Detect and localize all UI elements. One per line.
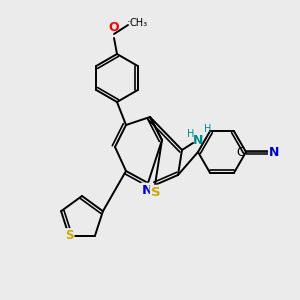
Text: H: H <box>204 124 212 134</box>
Text: N: N <box>269 146 279 158</box>
Text: S: S <box>65 229 73 242</box>
Text: O: O <box>109 21 119 34</box>
Text: S: S <box>151 186 161 199</box>
Text: CH₃: CH₃ <box>130 18 148 28</box>
Text: N: N <box>141 184 153 197</box>
Text: N: N <box>193 134 203 146</box>
Text: H: H <box>187 129 194 139</box>
Text: methoxy: methoxy <box>128 20 134 22</box>
Text: C: C <box>237 146 245 158</box>
